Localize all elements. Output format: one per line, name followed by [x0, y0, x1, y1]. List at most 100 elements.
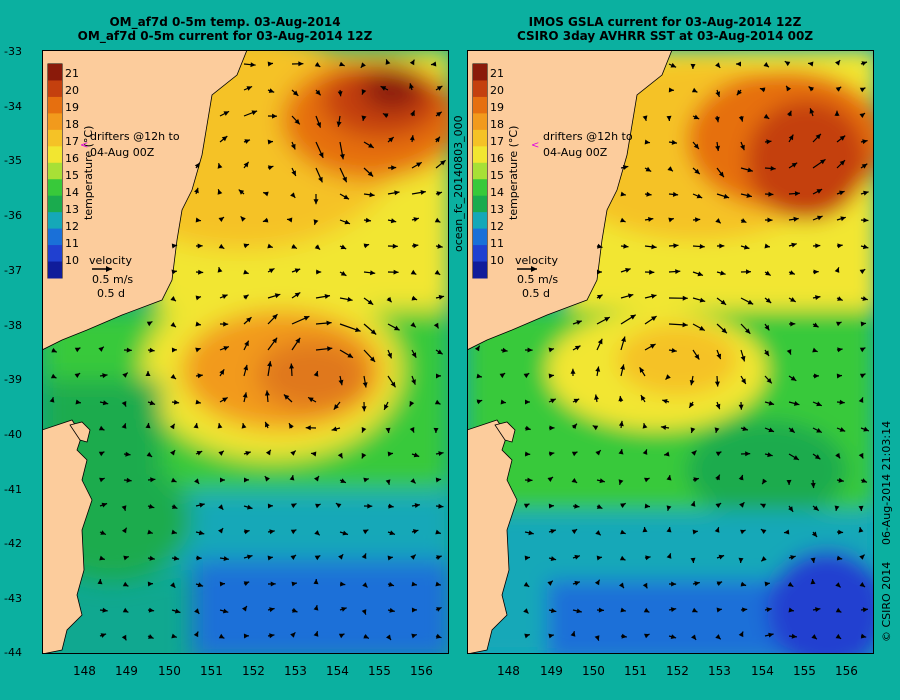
colorbar-tick: 14 — [490, 186, 504, 199]
current-arrowhead — [596, 555, 602, 561]
current-arrowhead — [193, 631, 199, 638]
current-arrowhead — [217, 163, 223, 169]
current-arrowhead — [384, 404, 389, 410]
current-arrowhead — [787, 581, 794, 587]
current-arrowhead — [623, 243, 629, 249]
current-arrowhead — [194, 162, 200, 169]
lon-label: 153 — [284, 664, 307, 678]
current-arrowhead — [195, 399, 201, 405]
current-arrowhead — [433, 427, 439, 433]
current-arrowhead — [267, 243, 273, 249]
current-arrowhead — [409, 400, 415, 407]
current-arrowhead — [171, 633, 177, 639]
current-arrowhead — [265, 449, 271, 456]
current-arrowhead — [387, 451, 393, 457]
current-arrowhead — [599, 478, 605, 484]
current-arrowhead — [720, 270, 726, 276]
current-arrowhead — [691, 87, 698, 93]
current-arrowhead — [99, 477, 105, 483]
current-arrowhead — [838, 477, 844, 483]
current-arrowhead — [311, 451, 317, 457]
current-arrowhead — [194, 608, 200, 614]
current-arrowhead — [834, 110, 840, 116]
current-arrowhead — [385, 427, 391, 433]
current-arrowhead — [363, 243, 370, 249]
current-arrowhead — [394, 190, 400, 196]
current-arrowhead — [786, 85, 792, 92]
current-arrowhead — [790, 555, 796, 560]
colorbar-tick: 11 — [65, 237, 79, 250]
current-arrowhead — [570, 368, 576, 374]
current-arrowhead — [814, 454, 821, 460]
current-arrowhead — [222, 294, 228, 299]
current-arrowhead — [671, 581, 677, 587]
current-arrowhead — [791, 242, 797, 248]
colorbar-tick: 19 — [65, 101, 79, 114]
current-arrowhead — [548, 503, 554, 509]
current-arrowhead — [245, 451, 251, 456]
current-arrowhead — [747, 167, 753, 173]
lat-label: -35 — [4, 154, 22, 167]
current-arrowhead — [595, 366, 601, 372]
current-arrowhead — [121, 505, 127, 511]
colorbar-stop — [473, 129, 487, 147]
current-arrowhead — [435, 477, 442, 483]
current-arrowhead — [862, 607, 868, 613]
current-arrowhead — [268, 88, 275, 93]
current-arrowhead — [571, 529, 578, 535]
current-arrowhead — [218, 243, 225, 249]
current-arrowhead — [768, 632, 774, 638]
colorbar-tick: 12 — [65, 220, 79, 233]
current-arrowhead — [858, 452, 864, 459]
current-arrowhead — [367, 299, 374, 305]
current-arrowhead — [337, 452, 343, 459]
current-arrowhead — [294, 119, 300, 125]
current-arrowhead — [362, 529, 369, 535]
current-arrowhead — [388, 581, 394, 587]
current-arrowhead — [410, 269, 417, 275]
current-arrowhead — [766, 139, 772, 145]
current-arrowhead — [223, 111, 230, 116]
colorbar-stop — [473, 162, 487, 180]
current-arrowhead — [196, 555, 202, 561]
current-arrowhead — [650, 344, 656, 349]
current-arrowhead — [315, 89, 321, 96]
current-arrowhead — [290, 632, 296, 638]
current-arrowhead — [813, 269, 819, 275]
current-arrowhead — [269, 529, 275, 535]
current-arrowhead — [246, 317, 252, 323]
current-arrowhead — [347, 353, 353, 358]
current-arrowhead — [620, 503, 626, 508]
current-arrowhead — [343, 194, 349, 200]
current-arrowhead — [362, 582, 368, 588]
current-arrowhead — [619, 555, 626, 561]
current-arrowhead — [834, 267, 840, 273]
current-arrowhead — [721, 327, 727, 334]
current-arrowhead — [666, 505, 672, 511]
current-arrowhead — [170, 296, 176, 302]
current-arrowhead — [243, 633, 249, 639]
current-arrowhead — [361, 553, 367, 559]
colorbar-stop — [48, 64, 62, 81]
current-arrowhead — [294, 292, 301, 298]
current-arrowhead — [268, 268, 275, 274]
current-arrowhead — [313, 631, 319, 637]
current-arrowhead — [313, 605, 319, 611]
current-arrowhead — [715, 91, 721, 97]
current-arrowhead — [217, 267, 223, 273]
current-arrowhead — [718, 171, 724, 178]
current-arrowhead — [666, 475, 672, 481]
current-arrowhead — [410, 322, 416, 328]
current-arrowhead — [835, 582, 841, 588]
current-arrowhead — [859, 347, 866, 353]
current-arrowhead — [716, 353, 722, 360]
current-arrowhead — [762, 478, 768, 485]
current-arrowhead — [738, 631, 744, 638]
current-arrowhead — [620, 217, 626, 223]
land-mass — [467, 50, 673, 654]
current-arrowhead — [267, 165, 274, 171]
current-arrowhead — [815, 133, 821, 140]
current-arrowhead — [221, 136, 228, 142]
current-arrowhead — [839, 190, 845, 196]
lon-label: 152 — [242, 664, 265, 678]
